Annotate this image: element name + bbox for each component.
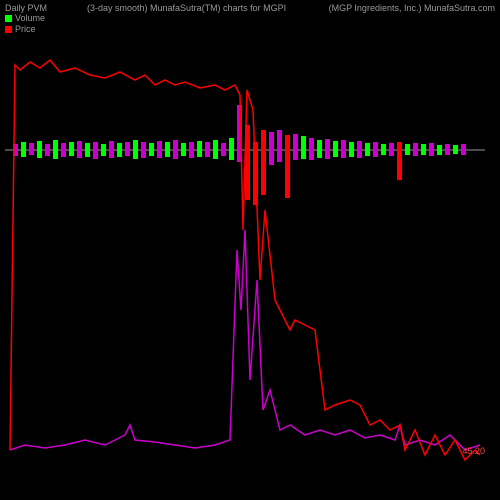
volume-side-label: 0M [472,432,485,442]
chart-svg [5,30,485,495]
chart-header: Daily PVM (3-day smooth) MunafaSutra(TM)… [0,0,500,30]
header-right: (MGP Ingredients, Inc.) MunafaSutra.com [329,3,495,13]
header-center: (3-day smooth) MunafaSutra(TM) charts fo… [87,3,286,13]
header-left: Daily PVM [5,3,47,13]
legend-volume: Volume [5,13,495,24]
price-side-label: 45.20 [462,446,485,456]
volume-swatch [5,15,12,22]
chart-area: 0M 45.20 [5,30,485,495]
legend-volume-label: Volume [15,13,45,24]
